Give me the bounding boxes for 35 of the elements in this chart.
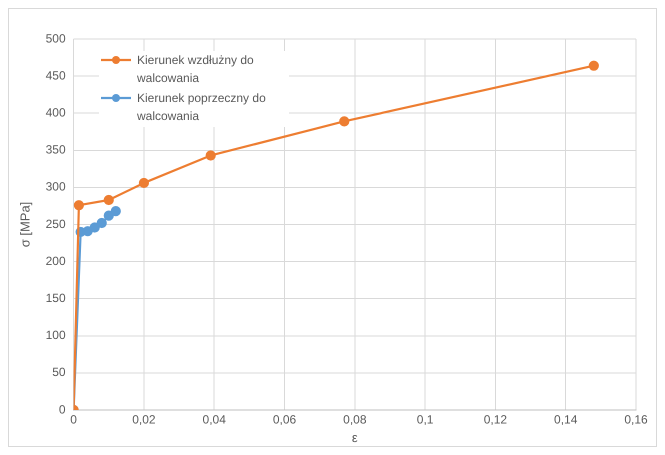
- y-tick-label: 500: [46, 31, 66, 46]
- y-tick-label: 250: [46, 216, 66, 231]
- y-tick-label: 200: [46, 254, 66, 268]
- y-tick-label: 300: [46, 180, 66, 194]
- point: [206, 150, 216, 161]
- point: [138, 178, 150, 188]
- x-axis-title: ε: [352, 430, 358, 445]
- y-tick-label: 100: [46, 328, 66, 342]
- x-tick-label: 0,04: [202, 412, 226, 427]
- legend-label: Kierunek poprzeczny do walcowania: [137, 90, 267, 125]
- legend-label: Kierunek wzdłużny do walcowania: [137, 52, 255, 87]
- x-tick-label: 0,1: [416, 412, 434, 427]
- x-tick-label: 0,08: [343, 412, 367, 427]
- point: [82, 226, 93, 236]
- point: [74, 200, 84, 210]
- point: [339, 116, 350, 126]
- x-tick-label: 0,02: [132, 412, 156, 427]
- point: [90, 222, 100, 233]
- x-tick-label: 0,06: [272, 412, 297, 427]
- y-tick-label: 50: [52, 365, 66, 380]
- x-tick-label: 0,14: [554, 412, 578, 427]
- x-tick-label: 0: [70, 412, 78, 427]
- point: [96, 218, 107, 228]
- y-tick-label: 150: [46, 291, 66, 306]
- point: [104, 210, 114, 221]
- point: [110, 206, 121, 216]
- x-tick-label: 0,12: [484, 412, 508, 427]
- y-tick-label: 450: [46, 68, 66, 82]
- point: [588, 60, 599, 71]
- y-tick-label: 400: [46, 106, 66, 120]
- y-tick-label: 350: [46, 142, 66, 157]
- y-axis-title: σ [MPa]: [17, 202, 32, 248]
- y-tick-label: 0: [58, 402, 66, 416]
- point: [104, 194, 114, 206]
- x-tick-label: 0,16: [624, 412, 648, 427]
